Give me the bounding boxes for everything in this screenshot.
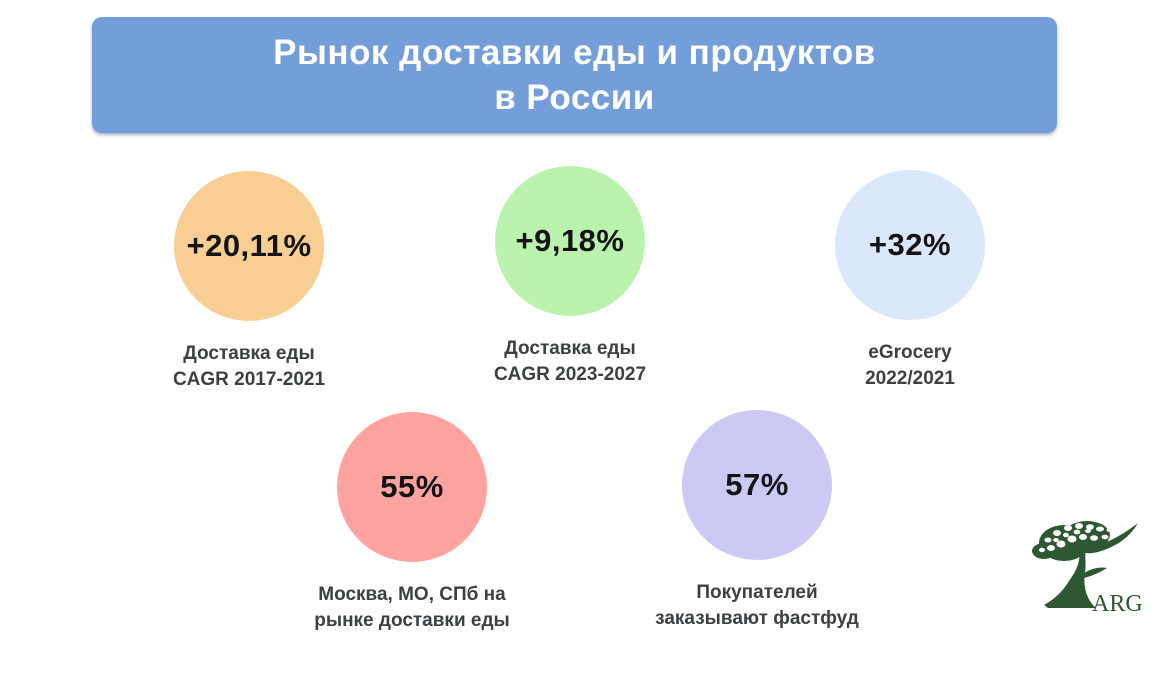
stat-label-line2: заказывают фастфуд (655, 608, 859, 629)
stat-delivery-cagr-2023-2027: +9,18% Доставка еды CAGR 2023-2027 (430, 166, 710, 388)
stat-label-line1: Доставка еды (504, 338, 636, 359)
stat-label: Покупателей заказывают фастфуд (655, 580, 859, 632)
stat-label-line1: eGrocery (868, 342, 952, 363)
title-banner: Рынок доставки еды и продуктов в России (92, 17, 1057, 133)
page-title-line2: в России (494, 78, 655, 117)
stat-label: Доставка еды CAGR 2017-2021 (173, 341, 325, 393)
page-title-line1: Рынок доставки еды и продуктов (273, 33, 876, 72)
stat-value: +32% (868, 227, 952, 262)
stat-circle: 55% (337, 412, 487, 562)
stat-circle: +9,18% (495, 166, 645, 316)
stat-label-line2: CAGR 2023-2027 (493, 364, 647, 385)
stat-label: Доставка еды CAGR 2023-2027 (494, 336, 646, 388)
stat-value: +20,11% (186, 228, 312, 263)
stat-circle: +32% (835, 170, 985, 320)
stat-value: 57% (725, 467, 789, 502)
logo-text: ARG (1092, 591, 1143, 617)
stat-label-line1: Доставка еды (183, 343, 315, 364)
stat-value: +9,18% (515, 223, 625, 258)
stat-egrocery: +32% eGrocery 2022/2021 (770, 170, 1050, 392)
stat-label-line2: 2022/2021 (865, 368, 955, 389)
stat-label: Москва, МО, СПб на рынке доставки еды (314, 582, 510, 634)
stat-circle: 57% (682, 410, 832, 560)
stat-label-line2: CAGR 2017-2021 (172, 369, 326, 390)
tree-icon: ARG (1032, 521, 1143, 617)
arg-logo: ARG (1030, 513, 1144, 625)
stat-label: eGrocery 2022/2021 (865, 340, 955, 392)
stat-fastfood-share: 57% Покупателей заказывают фастфуд (617, 410, 897, 632)
stat-label-line2: рынке доставки еды (314, 610, 510, 631)
stat-circle: +20,11% (174, 171, 324, 321)
stat-moscow-share: 55% Москва, МО, СПб на рынке доставки ед… (272, 412, 552, 634)
stat-delivery-cagr-2017-2021: +20,11% Доставка еды CAGR 2017-2021 (109, 171, 389, 393)
stat-label-line1: Москва, МО, СПб на (318, 584, 506, 605)
stat-value: 55% (380, 469, 444, 504)
stat-label-line1: Покупателей (696, 582, 818, 603)
